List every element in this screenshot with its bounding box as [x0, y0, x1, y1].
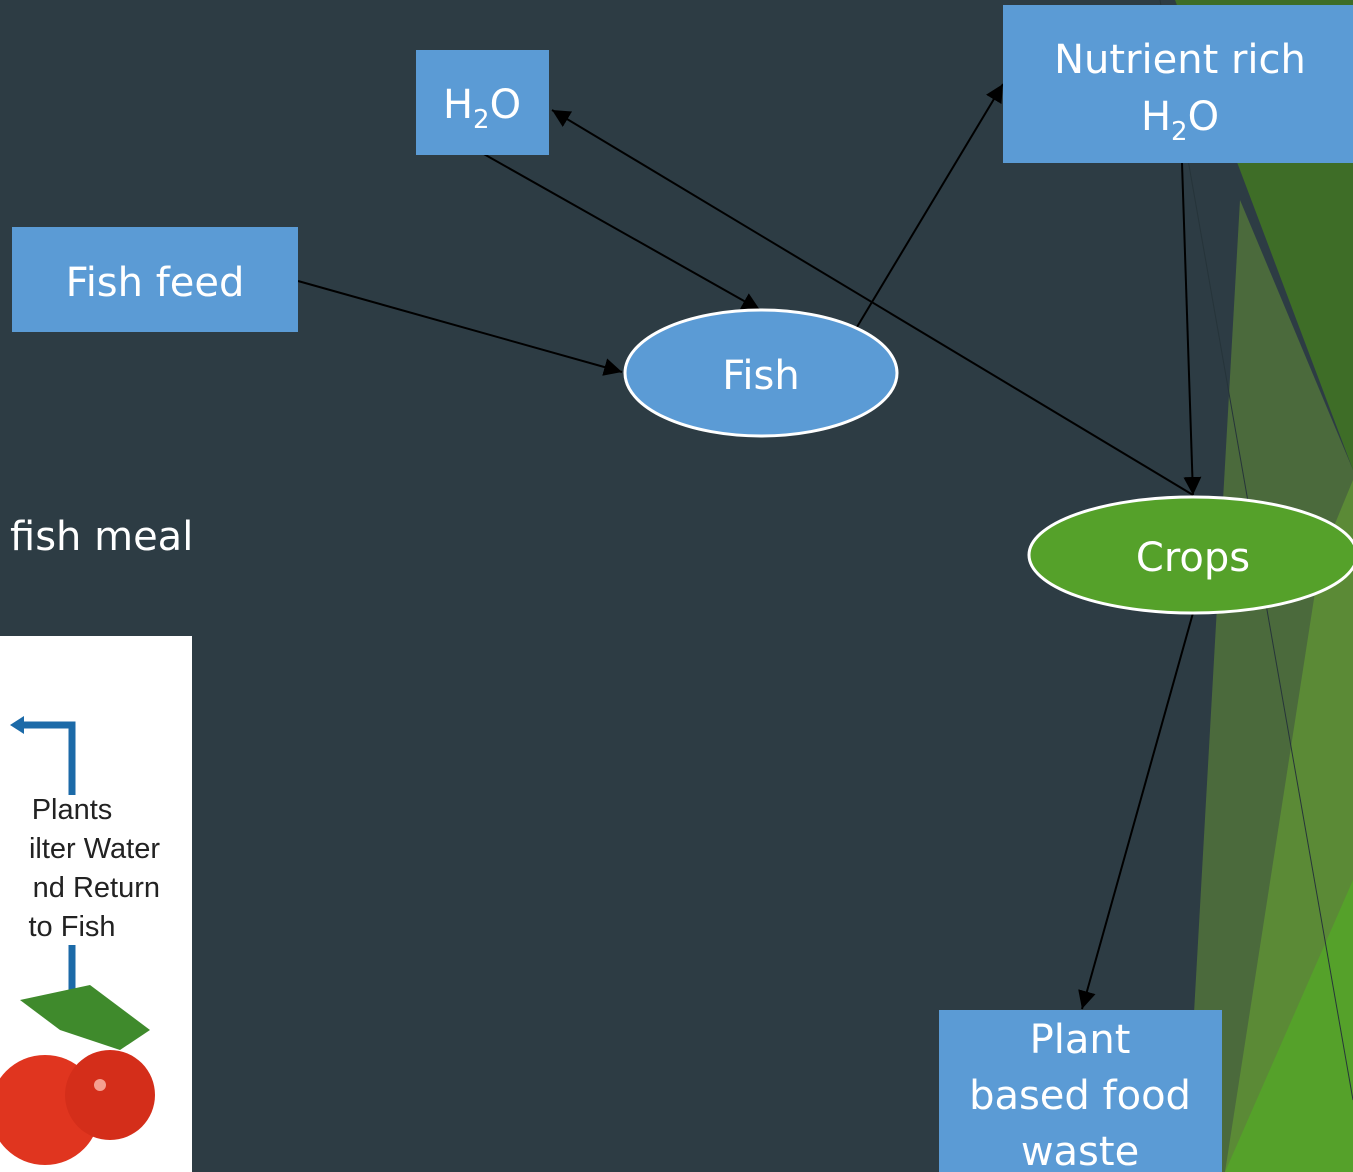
caption-line: to Fish [28, 911, 115, 943]
side-text: fish meal [10, 514, 193, 560]
page: fish meal Plants ilter Water nd Return t… [0, 0, 1353, 1172]
node-label: O [1188, 94, 1219, 140]
node: Fish [625, 310, 897, 436]
caption-line: Plants [32, 794, 113, 826]
node-label: H [1141, 94, 1171, 140]
node-label: H [443, 82, 473, 128]
node-label: waste [1021, 1129, 1139, 1172]
node-label: Crops [1136, 535, 1250, 581]
node: Nutrient rich H2O [1003, 5, 1353, 163]
node-label: Fish [722, 353, 799, 399]
node-label: Plant [1030, 1017, 1131, 1063]
node-label: Nutrient rich [1054, 37, 1306, 83]
node-label: Fish feed [66, 260, 245, 306]
slide: fish meal Plants ilter Water nd Return t… [0, 0, 1353, 1172]
node-label: O [490, 82, 521, 128]
image-panel: Plants ilter Water nd Return to Fish [0, 636, 192, 1172]
node-label: 2 [473, 105, 490, 135]
node: Crops [1029, 497, 1353, 613]
node-label: based food [969, 1073, 1191, 1119]
node: Plant based food waste [939, 1010, 1222, 1172]
caption-line: ilter Water [29, 833, 160, 865]
caption-line: nd Return [33, 872, 160, 904]
node: Fish feed [12, 227, 298, 332]
node-label: 2 [1171, 117, 1188, 147]
node: H2O [416, 50, 549, 155]
